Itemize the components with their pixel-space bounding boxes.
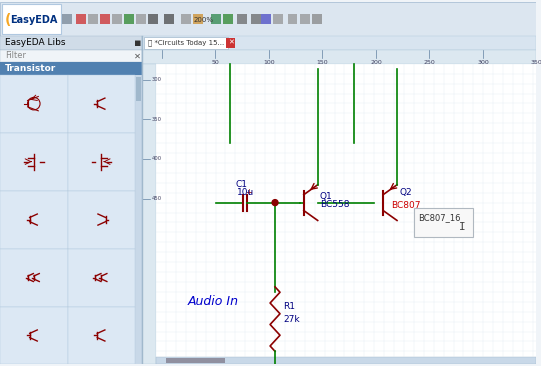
Text: 300: 300 — [477, 60, 489, 65]
Text: ✕: ✕ — [228, 40, 234, 46]
Text: Audio In: Audio In — [188, 295, 239, 308]
Text: BC807_16: BC807_16 — [418, 213, 460, 222]
Bar — [135, 75, 142, 365]
Bar — [156, 356, 537, 365]
Text: 200: 200 — [370, 60, 382, 65]
Text: C1: C1 — [235, 180, 247, 189]
Text: BC558: BC558 — [320, 199, 349, 209]
Bar — [312, 14, 322, 24]
Bar — [142, 36, 537, 50]
Bar — [112, 14, 122, 24]
Bar — [62, 14, 72, 24]
Bar — [300, 14, 311, 24]
Bar — [68, 132, 135, 191]
Bar — [136, 76, 141, 101]
Bar — [144, 37, 228, 49]
Bar — [0, 1, 537, 36]
Bar — [142, 64, 156, 365]
Text: Filter: Filter — [5, 51, 26, 60]
Bar — [288, 14, 298, 24]
Bar — [68, 249, 135, 306]
Text: EasyEDA: EasyEDA — [10, 15, 57, 25]
Text: 150: 150 — [316, 60, 328, 65]
Bar — [142, 50, 537, 64]
Text: ▪: ▪ — [134, 38, 142, 48]
Text: 50: 50 — [212, 60, 219, 65]
Bar — [124, 14, 134, 24]
Bar — [227, 38, 235, 48]
Bar — [193, 14, 203, 24]
Text: 100: 100 — [263, 60, 275, 65]
Bar — [100, 14, 110, 24]
Bar — [0, 132, 68, 191]
Text: 10u: 10u — [237, 188, 255, 197]
Bar — [136, 14, 146, 24]
Bar — [88, 14, 98, 24]
Text: 450: 450 — [152, 196, 162, 201]
Text: +: + — [245, 188, 252, 197]
Text: ✕: ✕ — [134, 51, 141, 60]
Bar — [148, 14, 157, 24]
Bar — [166, 358, 226, 363]
Text: 400: 400 — [152, 157, 162, 161]
Bar — [211, 14, 221, 24]
Bar — [2, 4, 62, 34]
Text: 350: 350 — [152, 117, 162, 122]
Text: 27k: 27k — [283, 315, 300, 324]
Bar — [261, 14, 270, 24]
Text: 350: 350 — [531, 60, 541, 65]
Bar — [273, 14, 282, 24]
Bar — [0, 306, 68, 365]
Bar — [237, 14, 247, 24]
Text: Q1: Q1 — [320, 192, 332, 201]
Bar — [414, 208, 473, 237]
Text: BC807: BC807 — [391, 201, 420, 210]
Bar — [0, 50, 142, 62]
Bar — [0, 36, 142, 50]
Text: 300: 300 — [152, 77, 162, 82]
Bar — [0, 62, 142, 75]
Text: I: I — [459, 223, 465, 232]
Bar — [68, 306, 135, 365]
Circle shape — [272, 199, 278, 206]
Bar — [76, 14, 86, 24]
Bar — [223, 14, 233, 24]
Text: Transistor: Transistor — [5, 64, 56, 73]
Bar — [0, 36, 142, 365]
Bar — [0, 75, 68, 132]
Bar — [181, 14, 192, 24]
Text: 200%: 200% — [193, 17, 213, 23]
Text: Q2: Q2 — [399, 188, 412, 197]
Text: 250: 250 — [424, 60, 436, 65]
Text: 📄 *Circuits Today 15...: 📄 *Circuits Today 15... — [148, 40, 225, 46]
Text: R1: R1 — [283, 302, 295, 311]
Bar — [0, 249, 68, 306]
Bar — [68, 75, 135, 132]
Bar — [251, 14, 261, 24]
Bar — [163, 14, 174, 24]
Bar — [0, 191, 68, 249]
Bar — [156, 64, 537, 356]
Bar — [68, 191, 135, 249]
Text: EasyEDA Libs: EasyEDA Libs — [5, 38, 65, 48]
Text: (: ( — [5, 13, 11, 27]
